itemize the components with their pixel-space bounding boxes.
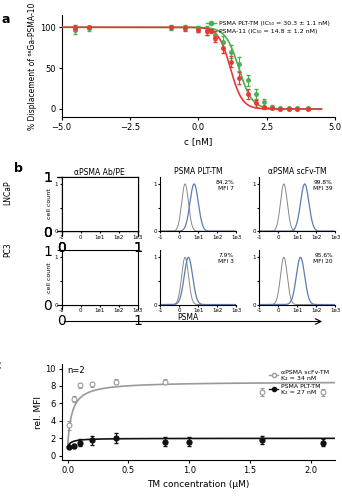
Text: PSMA: PSMA	[177, 314, 199, 322]
Title: αPSMA Ab/PE: αPSMA Ab/PE	[74, 167, 125, 176]
Legend: αPSMA scFv-TM
K₂ = 34 nM, PSMA PLT-TM
K₂ = 27 nM: αPSMA scFv-TM K₂ = 34 nM, PSMA PLT-TM K₂…	[266, 368, 332, 397]
Legend: PSMA PLT-TM (IC₅₀ = 30.3 ± 1.1 nM), PSMA-11 (IC₅₀ = 14.8 ± 1.2 nM): PSMA PLT-TM (IC₅₀ = 30.3 ± 1.1 nM), PSMA…	[203, 18, 332, 37]
Y-axis label: cell count: cell count	[47, 262, 52, 292]
Text: 95.6%
MFI 20: 95.6% MFI 20	[313, 253, 333, 264]
Text: LNCaP: LNCaP	[3, 180, 12, 205]
Title: αPSMA scFv-TM: αPSMA scFv-TM	[268, 167, 327, 176]
Y-axis label: cell count: cell count	[47, 188, 52, 220]
Text: 84.2%
MFI 7: 84.2% MFI 7	[215, 180, 234, 191]
Text: PC3: PC3	[3, 242, 12, 258]
Text: 98.6%
MFI 14: 98.6% MFI 14	[116, 180, 135, 191]
Title: PSMA PLT-TM: PSMA PLT-TM	[174, 167, 223, 176]
Y-axis label: rel. MFI: rel. MFI	[34, 396, 43, 428]
Text: 7.9%
MFI 3: 7.9% MFI 3	[218, 253, 234, 264]
Text: c: c	[0, 360, 1, 372]
Text: a: a	[1, 13, 10, 26]
Text: n=2: n=2	[67, 366, 85, 375]
X-axis label: c [nM]: c [nM]	[184, 138, 212, 146]
X-axis label: TM concentration (µM): TM concentration (µM)	[147, 480, 250, 489]
Text: 99.8%
MFI 39: 99.8% MFI 39	[313, 180, 333, 191]
Y-axis label: % Displacement of ⁶⁸Ga-PSMA-10: % Displacement of ⁶⁸Ga-PSMA-10	[28, 2, 38, 130]
Text: b: b	[14, 162, 23, 175]
Text: 82.4%
MFI 4: 82.4% MFI 4	[116, 253, 135, 264]
